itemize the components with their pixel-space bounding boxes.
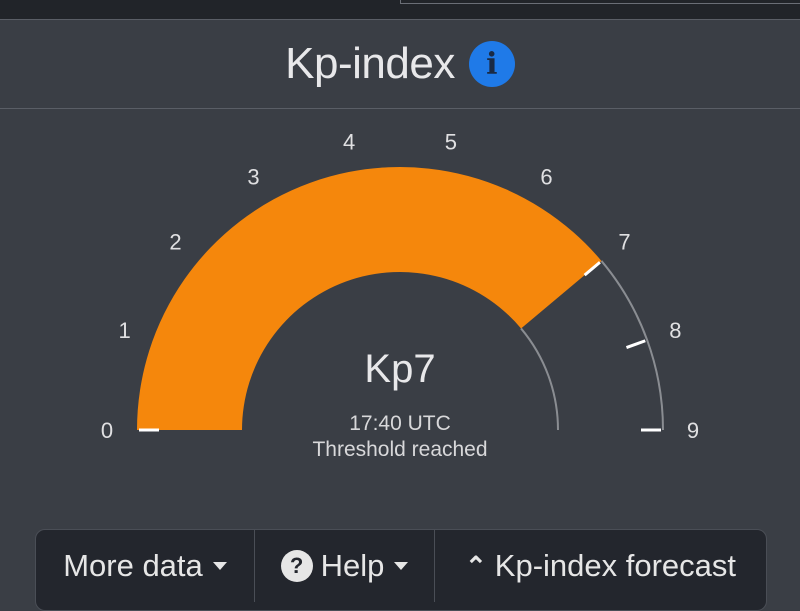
gauge-tick-label: 0 xyxy=(101,418,113,443)
caret-down-icon xyxy=(212,562,227,570)
question-circle-icon: ? xyxy=(280,550,313,582)
gauge-tick xyxy=(625,339,646,349)
gauge-tick-label: 1 xyxy=(119,318,131,343)
gauge-tick xyxy=(583,261,601,277)
gauge-status: Threshold reached xyxy=(312,438,487,461)
forecast-label: Kp-index forecast xyxy=(494,548,737,583)
gauge-tick-label: 3 xyxy=(247,164,259,189)
caret-down-icon xyxy=(394,562,409,570)
panel-header: Kp-index i xyxy=(0,20,800,109)
gauge-tick-label: 6 xyxy=(540,164,552,189)
help-label: Help xyxy=(320,548,385,583)
gauge-value-label: Kp7 xyxy=(364,347,435,391)
more-data-button[interactable]: More data xyxy=(36,530,255,602)
help-button[interactable]: ? Help xyxy=(255,530,435,602)
gauge-time: 17:40 UTC xyxy=(349,412,451,435)
gauge-track-outer xyxy=(600,260,664,431)
page-title: Kp-index xyxy=(285,39,455,88)
gauge-tick-label: 2 xyxy=(169,230,181,255)
gauge-tick-label: 7 xyxy=(618,230,630,255)
gauge-tick-label: 9 xyxy=(687,418,699,443)
top-input-edge xyxy=(400,0,800,4)
gauge-tick-label: 8 xyxy=(669,318,681,343)
button-group: More data ? Help ⌃ Kp-index forecast xyxy=(35,529,767,611)
gauge-track-inner xyxy=(520,327,559,431)
gauge-fill xyxy=(137,167,602,430)
more-data-label: More data xyxy=(63,548,203,583)
double-chevron-up-icon: ⌃ xyxy=(464,550,487,581)
gauge-tick-label: 5 xyxy=(445,129,457,154)
top-bar xyxy=(0,0,800,20)
kp-forecast-button[interactable]: ⌃ Kp-index forecast xyxy=(435,530,766,602)
info-icon[interactable]: i xyxy=(468,41,515,87)
gauge-tick-label: 4 xyxy=(343,129,355,154)
